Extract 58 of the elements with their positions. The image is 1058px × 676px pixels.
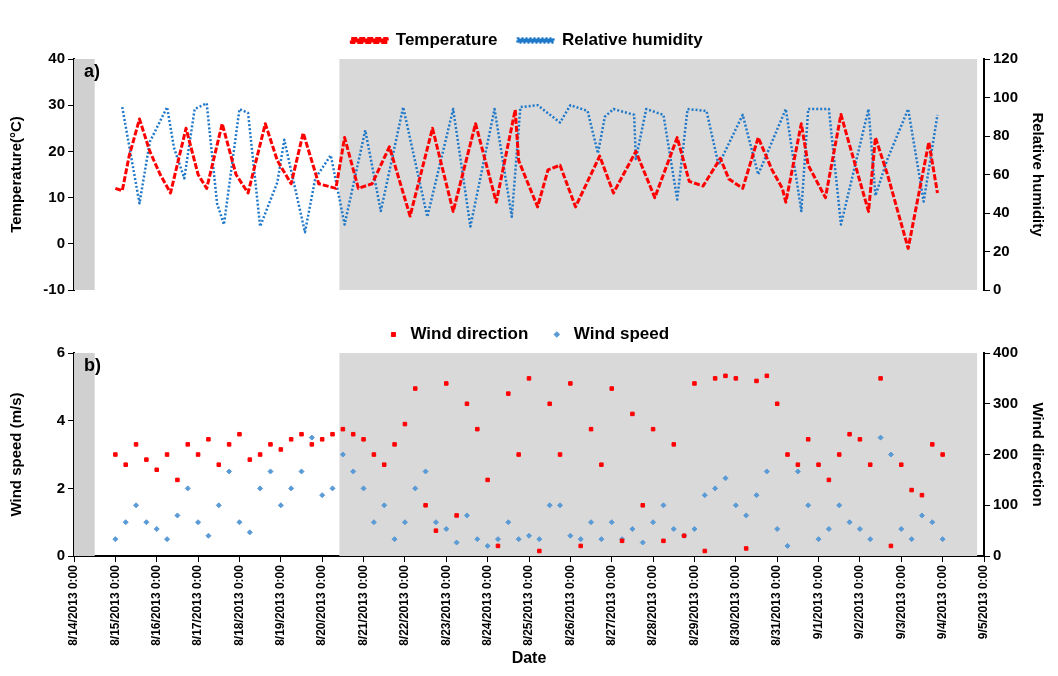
y-tick-label: 6 [56,343,65,361]
y-tick-label: 40 [48,49,65,67]
chart-title: a) [84,60,101,81]
x-tick-label: 9/2/2013 0:00 [852,564,867,640]
x-tick-label: 8/31/2013 0:00 [769,564,784,646]
y2-tick-label: 40 [993,203,1010,221]
y-tick-label: -10 [43,280,65,298]
line-series [113,108,939,250]
y-tick-label: 30 [48,95,65,113]
chart-title: b) [84,354,101,375]
y2-tick-label: 60 [993,164,1010,182]
x-tick-label: 8/24/2013 0:00 [479,564,494,646]
x-tick-label: 8/23/2013 0:00 [438,564,453,646]
x-tick-label: 8/14/2013 0:00 [66,564,81,646]
y-tick-label: 2 [56,478,65,496]
x-tick-label: 8/18/2013 0:00 [231,564,246,646]
x-tick-label: 8/26/2013 0:00 [562,564,577,646]
y2-tick-label: 100 [993,87,1019,105]
x-tick-label: 8/20/2013 0:00 [314,564,329,646]
y2-tick-label: 80 [993,126,1010,144]
y-tick-label: 4 [56,410,66,428]
x-tick-label: 8/30/2013 0:00 [728,564,743,646]
y2-axis-title: Wind direction [1029,402,1047,507]
y2-tick-label: 0 [993,280,1002,298]
y-tick-label: 0 [56,233,65,251]
x-tick-label: 8/22/2013 0:00 [397,564,412,646]
x-tick-label: 9/4/2013 0:00 [934,564,949,640]
y2-tick-label: 200 [993,444,1019,462]
y2-tick-label: 20 [993,241,1010,259]
x-tick-label: 8/15/2013 0:00 [107,564,122,646]
x-tick-label: 8/25/2013 0:00 [521,564,536,646]
x-tick-label: 9/1/2013 0:00 [810,564,825,640]
y-axis-title: Temperature(°C) [7,116,25,233]
y2-tick-label: 120 [993,49,1019,67]
line-series [121,102,939,234]
x-tick-label: 8/16/2013 0:00 [149,564,164,646]
y-axis-title: Wind speed (m/s) [7,392,25,517]
y2-tick-label: 400 [993,343,1019,361]
x-tick-label: 8/28/2013 0:00 [645,564,660,646]
y2-tick-label: 100 [993,495,1019,513]
y-tick-label: 20 [48,141,65,159]
y2-tick-label: 300 [993,393,1019,411]
y2-tick-label: 0 [993,546,1002,564]
x-tick-label: 8/27/2013 0:00 [604,564,619,646]
legend-label: Relative humidity [561,30,704,50]
y-tick-label: 0 [56,546,65,564]
legend-label: Temperature [395,30,498,50]
x-tick-label: 8/21/2013 0:00 [355,564,370,646]
y-tick-label: 10 [48,187,65,205]
legend-label: Wind speed [573,324,670,344]
x-tick-label: 9/5/2013 0:00 [976,564,991,640]
x-tick-label: 8/19/2013 0:00 [273,564,288,646]
x-tick-label: 8/29/2013 0:00 [686,564,701,646]
y2-axis-title: Relative humidity [1029,112,1047,238]
x-tick-label: 9/3/2013 0:00 [893,564,908,640]
x-axis-title: Date [511,648,547,666]
x-tick-label: 8/17/2013 0:00 [190,564,205,646]
legend-label: Wind direction [410,324,529,344]
